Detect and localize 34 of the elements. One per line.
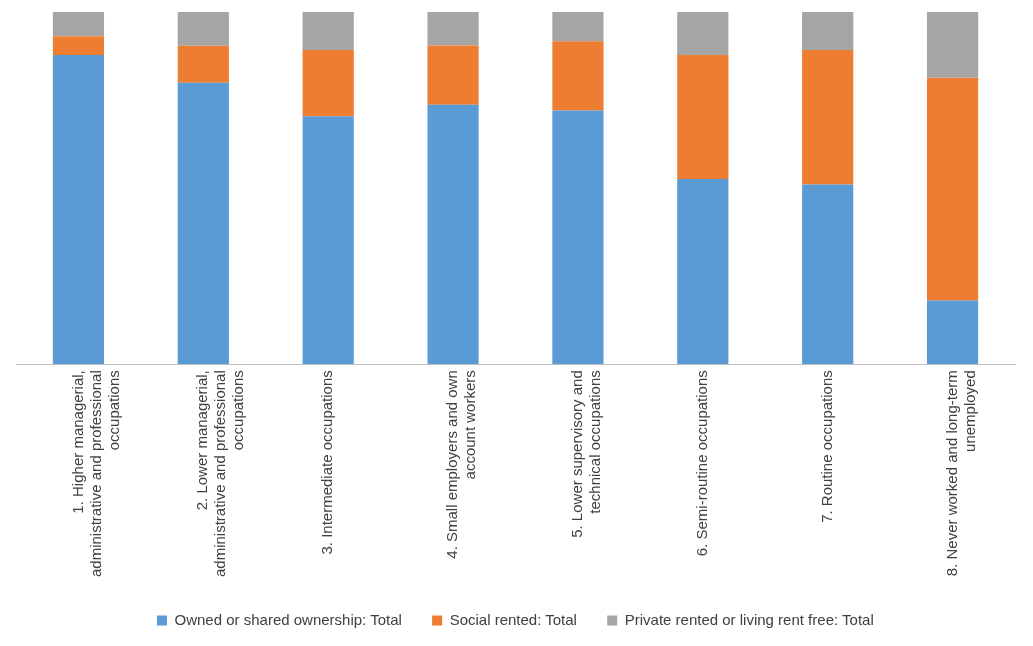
x-tick-label: 6. Semi-routine occupations [692,370,710,557]
bar [427,104,479,365]
bar [677,12,729,55]
bar [926,12,979,78]
bar [302,50,354,117]
x-tick-label: 7. Routine occupations [817,370,835,523]
bar [552,41,604,111]
x-tick-label: 8. Never worked and long-term unemployed [942,370,978,577]
x-tick-label: 3. Intermediate occupations [318,370,336,555]
bar [802,12,854,51]
bar [552,110,604,365]
bar [926,300,979,365]
bar [677,178,729,365]
legend-label: Owned or shared ownership: Total [174,610,402,628]
bar [427,12,479,46]
bar [802,50,854,185]
bar [552,12,604,42]
legend-label: Private rented or living rent free: Total [624,610,874,628]
bar [926,77,979,301]
bar [52,12,105,37]
x-tick-label: 4. Small employers and own account workers [443,370,479,559]
legend-label: Social rented: Total [449,610,577,628]
bar [427,45,479,105]
x-tick-label: 1. Higher managerial, administrative and professional occupations [68,370,122,577]
bar [177,82,229,365]
bar [177,12,229,46]
bar [802,184,854,365]
bar [302,116,354,365]
bar [677,54,729,179]
bar [52,54,105,365]
x-tick-label: 2. Lower managerial, administrative and professional occupations [193,370,247,577]
bar [177,45,229,83]
bar [52,36,105,55]
bar [302,12,354,51]
